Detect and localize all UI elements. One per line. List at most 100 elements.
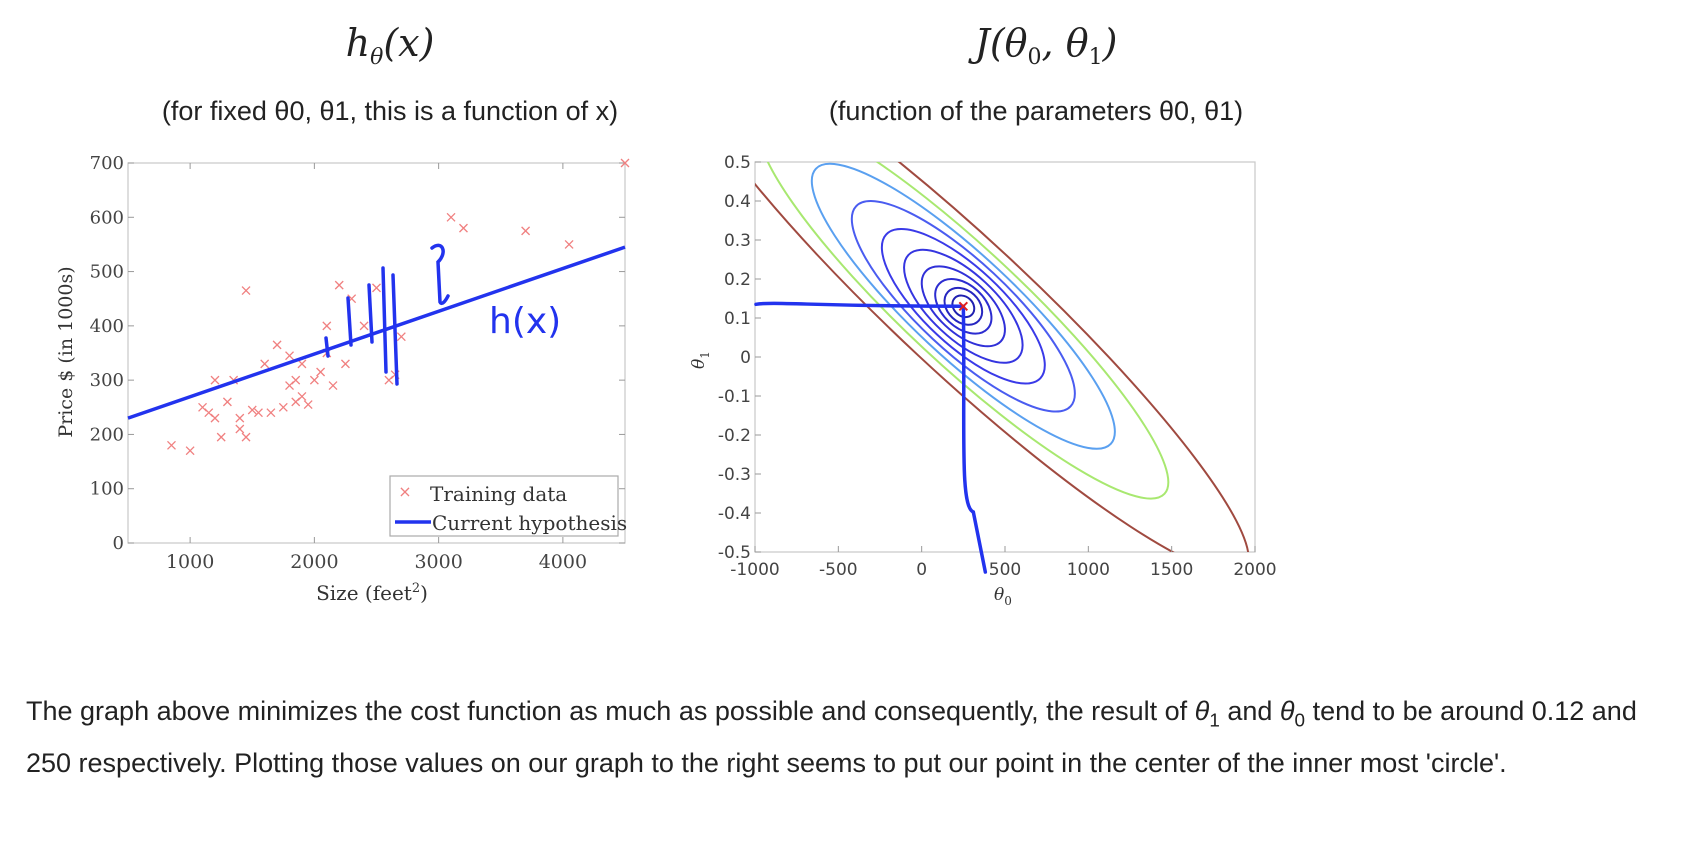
contour-level xyxy=(880,228,1046,385)
legend-label-training: Training data xyxy=(430,482,567,506)
left-xtick-label: 4000 xyxy=(539,551,587,573)
training-point xyxy=(247,405,257,415)
residual-marks xyxy=(324,243,450,386)
right-ytick-label: 0.2 xyxy=(724,270,751,290)
training-point xyxy=(235,413,245,423)
right-xlabel: θ0 xyxy=(994,585,1012,608)
theta0-symbol: θ0 xyxy=(1279,696,1305,731)
figure: hθ(x) (for fixed θ0, θ1, this is a funct… xyxy=(55,21,1277,608)
training-point xyxy=(235,424,245,434)
minimum-guides xyxy=(754,301,988,574)
training-point xyxy=(521,226,531,236)
training-point xyxy=(309,375,319,385)
right-ticks: -0.5 -0.4 -0.3 -0.2 -0.1 0 0.1 0.2 0.3 0.4 0.5 -100… xyxy=(718,153,1277,580)
left-chart-subtitle: (for fixed θ0, θ1, this is a function of… xyxy=(162,96,618,126)
theta1-symbol: θ1 xyxy=(1194,696,1220,731)
right-xtick-label: -1000 xyxy=(730,560,779,580)
hypothesis-chart: hθ(x) (for fixed θ0, θ1, this is a funct… xyxy=(55,21,630,605)
right-chart-subtitle: (function of the parameters θ0, θ1) xyxy=(829,96,1243,126)
right-ytick-label: 0.4 xyxy=(724,192,751,212)
theta0-subscript: 0 xyxy=(1294,710,1306,732)
left-legend: × Training data Current hypothesis xyxy=(389,475,627,537)
left-ytick-label: 400 xyxy=(90,316,124,337)
right-ytick-label: -0.5 xyxy=(718,543,751,563)
training-point xyxy=(372,283,381,293)
left-xtick-label: 2000 xyxy=(290,551,338,573)
right-xtick-label: 1500 xyxy=(1150,560,1193,580)
right-ytick-label: -0.1 xyxy=(718,387,751,407)
contour-level xyxy=(943,286,984,326)
contour-level xyxy=(757,162,1170,500)
contour-level xyxy=(951,294,976,319)
hx-annotation: h(x) xyxy=(489,301,561,342)
contour-level xyxy=(934,278,993,335)
training-point xyxy=(260,359,270,369)
theta1-guide-line xyxy=(754,301,966,309)
training-point xyxy=(222,397,232,407)
training-point xyxy=(328,381,338,391)
paragraph-part1: The graph above minimizes the cost funct… xyxy=(26,696,1195,726)
right-xtick-label: -500 xyxy=(819,560,858,580)
training-point xyxy=(620,158,630,168)
right-ytick-label: -0.2 xyxy=(718,426,751,446)
left-ytick-label: 600 xyxy=(90,207,124,228)
cost-contour-chart: J(θ0, θ1) (function of the parameters θ0… xyxy=(689,21,1277,608)
right-ytick-label: 0.3 xyxy=(724,231,751,251)
training-point xyxy=(254,408,263,418)
training-point xyxy=(278,402,288,412)
hypothesis-line xyxy=(127,245,626,420)
training-point xyxy=(564,239,574,249)
right-ytick-label: 0 xyxy=(740,348,751,368)
right-xtick-label: 1000 xyxy=(1067,560,1110,580)
training-point xyxy=(210,375,220,385)
contour-level xyxy=(755,162,1250,552)
left-ytick-label: 700 xyxy=(90,153,124,174)
training-point xyxy=(316,367,326,377)
theta0-guide-line xyxy=(961,304,988,574)
training-point xyxy=(359,321,369,331)
training-point xyxy=(297,391,307,401)
right-ytick-label: -0.3 xyxy=(718,465,751,485)
training-point xyxy=(322,321,332,331)
left-ticks: 0 100 200 300 400 500 600 700 1000 2000 3000 4000 xyxy=(90,153,625,573)
training-point xyxy=(303,400,313,410)
right-ytick-label: 0.1 xyxy=(724,309,751,329)
training-point xyxy=(185,446,195,456)
legend-label-hypothesis: Current hypothesis xyxy=(432,511,627,535)
training-point xyxy=(446,212,456,222)
left-chart-title: hθ(x) xyxy=(346,21,435,70)
training-point xyxy=(241,432,251,442)
left-xtick-label: 3000 xyxy=(414,551,462,573)
theta1-subscript: 1 xyxy=(1209,710,1220,732)
training-point xyxy=(167,440,176,450)
training-point xyxy=(291,375,301,385)
training-point xyxy=(216,432,226,442)
left-xlabel: Size (feet2) xyxy=(316,581,428,605)
right-xtick-label: 500 xyxy=(989,560,1021,580)
explanation-paragraph: The graph above minimizes the cost funct… xyxy=(26,690,1686,785)
cost-contours xyxy=(755,162,1250,552)
left-ytick-label: 300 xyxy=(90,370,124,391)
right-ytick-label: 0.5 xyxy=(724,153,751,173)
paragraph-and: and xyxy=(1219,696,1280,726)
right-ylabel: θ1 xyxy=(689,351,712,369)
training-point xyxy=(340,359,350,369)
theta1-letter: θ xyxy=(1194,696,1210,726)
training-point xyxy=(459,223,468,233)
right-plot-area xyxy=(754,161,1256,553)
training-point xyxy=(266,408,276,418)
paragraph-part2: tend to be around 0.12 and 250 respectiv… xyxy=(26,696,1637,779)
left-ytick-label: 0 xyxy=(113,533,124,554)
contour-level xyxy=(903,248,1024,364)
left-ylabel: Price $ (in 1000s) xyxy=(55,266,77,437)
theta0-letter: θ xyxy=(1279,696,1295,726)
left-ytick-label: 500 xyxy=(90,262,124,283)
right-xtick-label: 2000 xyxy=(1233,560,1276,580)
left-ytick-label: 200 xyxy=(90,424,124,445)
contour-level xyxy=(810,162,1116,450)
contour-level xyxy=(850,200,1076,413)
training-point xyxy=(272,340,282,350)
legend-marker-training: × xyxy=(398,482,411,501)
right-xtick-label: 0 xyxy=(916,560,927,580)
minimum-marker xyxy=(958,301,969,312)
